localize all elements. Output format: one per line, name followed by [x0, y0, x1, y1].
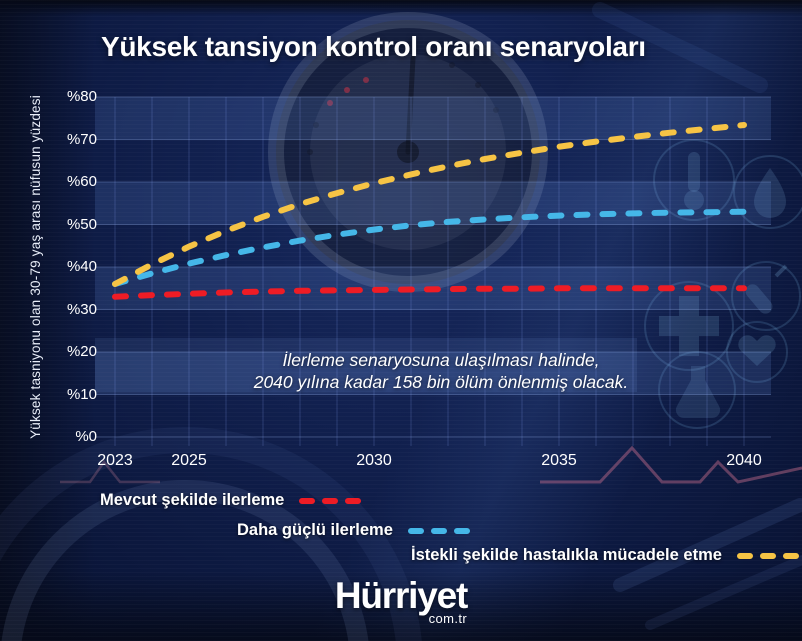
hurriyet-logo: Hürriyet com.tr	[334, 575, 468, 626]
annotation-line-1: İlerleme senaryosuna ulaşılması halinde,	[282, 350, 600, 370]
page-title: Yüksek tansiyon kontrol oranı senaryolar…	[101, 31, 646, 62]
brand-domain: com.tr	[428, 611, 468, 626]
grid-band	[95, 352, 771, 395]
brand-name: Hürriyet	[334, 575, 468, 616]
y-axis-label: Yüksek tasniyonu olan 30-79 yaş arası nü…	[28, 95, 43, 439]
series-line-0	[112, 285, 747, 300]
annotation-line-2: 2040 yılına kadar 158 bin ölüm önlenmiş …	[253, 372, 629, 392]
annotation-backdrop	[95, 338, 637, 392]
chart-annotation: İlerleme senaryosuna ulaşılması halinde,…	[235, 349, 647, 393]
